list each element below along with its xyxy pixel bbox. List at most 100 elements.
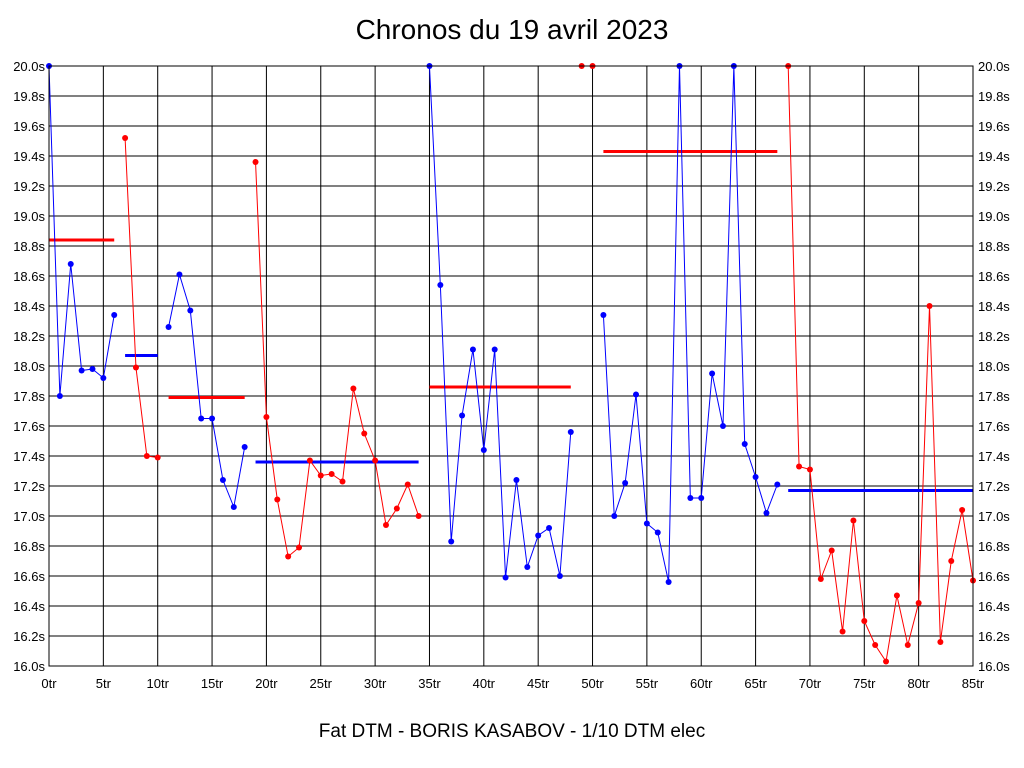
data-point <box>100 375 107 381</box>
data-point <box>469 346 476 353</box>
data-point <box>839 628 846 635</box>
data-point <box>491 346 498 353</box>
data-point <box>948 558 955 564</box>
x-tick-label: 45tr <box>527 676 550 691</box>
y-tick-label-right: 18.0s <box>978 359 1010 374</box>
series-line <box>48 65 115 397</box>
series-line <box>787 65 974 663</box>
series-points <box>46 63 976 665</box>
data-point <box>78 367 85 374</box>
data-point <box>665 579 672 585</box>
chart-caption: Fat DTM - BORIS KASABOV - 1/10 DTM elec <box>318 721 706 742</box>
y-tick-label: 16.6s <box>13 569 45 584</box>
data-point <box>817 576 824 582</box>
y-tick-label-right: 17.8s <box>978 389 1010 404</box>
chart-title: Chronos du 19 avril 2023 <box>355 14 669 45</box>
data-point <box>154 454 161 461</box>
y-tick-label-right: 17.6s <box>978 419 1010 434</box>
data-point <box>350 385 357 392</box>
data-point <box>741 441 748 447</box>
data-point <box>459 412 466 419</box>
y-tick-label: 18.2s <box>13 329 45 344</box>
x-tick-label: 70tr <box>799 676 822 691</box>
y-tick-label-right: 19.8s <box>978 89 1010 104</box>
x-tick-label: 85tr <box>962 676 985 691</box>
data-point <box>339 478 346 485</box>
data-point <box>480 447 487 453</box>
data-point <box>643 520 650 527</box>
y-tick-label-right: 18.8s <box>978 239 1010 254</box>
data-point <box>806 466 813 473</box>
series-line <box>255 161 420 558</box>
y-tick-label-right: 16.8s <box>978 539 1010 554</box>
data-point <box>361 430 368 437</box>
x-tick-label: 0tr <box>41 676 57 691</box>
data-point <box>513 477 520 483</box>
data-point <box>209 415 216 422</box>
y-tick-label-right: 16.2s <box>978 629 1010 644</box>
y-tick-label: 18.6s <box>13 269 45 284</box>
data-point <box>317 472 324 479</box>
data-point <box>622 480 629 486</box>
data-point <box>306 457 313 464</box>
data-point <box>132 364 139 371</box>
data-point <box>904 642 911 648</box>
x-tick-label: 75tr <box>853 676 876 691</box>
data-point <box>567 429 574 435</box>
data-point <box>176 271 183 278</box>
data-point <box>600 312 607 318</box>
x-tick-labels: 0tr 5tr 10tr 15tr 20tr 25tr 30tr 35tr 40tr 45tr 50… <box>41 676 984 691</box>
data-point <box>56 393 63 399</box>
x-tick-label: 50tr <box>581 676 604 691</box>
data-point <box>883 658 890 665</box>
series-lines <box>48 65 974 663</box>
y-tick-label: 19.8s <box>13 89 45 104</box>
y-tick-label-right: 20.0s <box>978 59 1010 74</box>
x-tick-label: 55tr <box>636 676 659 691</box>
data-point <box>415 513 422 519</box>
data-point <box>687 495 694 501</box>
x-tick-label: 65tr <box>744 676 767 691</box>
y-tick-label-right: 19.6s <box>978 119 1010 134</box>
y-tick-label: 16.8s <box>13 539 45 554</box>
y-tick-label: 17.0s <box>13 509 45 524</box>
y-tick-label-right: 18.4s <box>978 299 1010 314</box>
data-point <box>959 507 966 513</box>
data-point <box>328 471 335 477</box>
y-tick-label-right: 19.2s <box>978 179 1010 194</box>
y-tick-label: 17.4s <box>13 449 45 464</box>
y-tick-label: 20.0s <box>13 59 45 74</box>
data-point <box>633 391 640 398</box>
data-point <box>915 600 922 606</box>
data-point <box>926 303 933 309</box>
y-tick-label-right: 16.6s <box>978 569 1010 584</box>
data-point <box>285 553 292 560</box>
data-point <box>611 513 618 519</box>
data-point <box>556 573 563 579</box>
data-point <box>654 529 661 536</box>
data-point <box>187 307 194 314</box>
data-point <box>122 135 129 141</box>
x-tick-label: 80tr <box>907 676 930 691</box>
y-tick-label: 16.0s <box>13 659 45 674</box>
y-tick-label: 17.6s <box>13 419 45 434</box>
data-point <box>752 474 759 480</box>
data-point <box>502 574 509 581</box>
x-tick-label: 35tr <box>418 676 441 691</box>
y-tick-label-right: 17.4s <box>978 449 1010 464</box>
y-tick-label-right: 17.2s <box>978 479 1010 494</box>
y-tick-label-right: 19.0s <box>978 209 1010 224</box>
plot-frame <box>48 65 974 667</box>
data-point <box>861 618 868 624</box>
data-point <box>535 532 542 539</box>
y-tick-label: 18.0s <box>13 359 45 374</box>
data-point <box>382 522 389 528</box>
y-tick-label-right: 18.6s <box>978 269 1010 284</box>
data-point <box>437 282 444 288</box>
x-tick-label: 20tr <box>255 676 278 691</box>
data-point <box>263 414 270 420</box>
y-tick-label: 17.2s <box>13 479 45 494</box>
y-tick-label: 17.8s <box>13 389 45 404</box>
y-tick-label-right: 16.0s <box>978 659 1010 674</box>
